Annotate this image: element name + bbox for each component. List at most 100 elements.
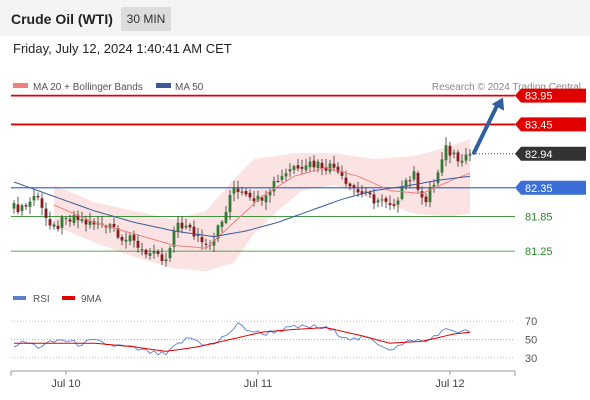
forecast-arrow-head	[491, 97, 505, 111]
level-label-82-94: 82.94	[525, 149, 553, 161]
candle	[440, 152, 444, 176]
candle	[56, 220, 60, 232]
candle	[376, 198, 380, 208]
candle	[140, 242, 144, 256]
candle	[404, 177, 408, 190]
candle	[424, 192, 428, 207]
candle	[136, 234, 140, 253]
candle	[188, 223, 192, 232]
candle	[300, 159, 304, 174]
candle	[36, 192, 40, 201]
candle	[448, 141, 452, 164]
candle	[68, 214, 72, 227]
candle	[224, 205, 228, 225]
candle	[124, 232, 128, 249]
level-label-81-25: 81.25	[525, 246, 553, 258]
legend-swatch-rsi-ma	[62, 296, 75, 300]
candle	[120, 234, 124, 246]
ma50-line	[13, 175, 471, 238]
candle	[76, 210, 80, 229]
candle	[28, 197, 32, 214]
candle	[116, 225, 120, 240]
candle	[216, 224, 220, 242]
candle	[416, 170, 420, 193]
candle	[200, 229, 204, 250]
legend-ma50-label: MA 50	[175, 82, 204, 93]
rsi-ma-line	[14, 327, 471, 352]
source-credit: Research © 2024 Trading Central	[432, 82, 581, 93]
candle	[112, 217, 116, 232]
candle	[312, 155, 316, 172]
candle	[436, 169, 440, 186]
candle	[168, 245, 172, 262]
candle	[340, 165, 344, 180]
level-tag-82-35	[515, 180, 586, 195]
candle	[180, 216, 184, 233]
candle	[444, 137, 448, 167]
rsi-tick-label-30: 30	[525, 353, 537, 365]
candle	[228, 190, 232, 220]
candle	[240, 186, 244, 196]
forecast-arrow-shaft	[472, 101, 500, 155]
candle	[324, 159, 328, 175]
candle	[468, 149, 472, 162]
candle	[248, 189, 252, 201]
rsi-tick-label-50: 50	[525, 335, 537, 347]
candle	[64, 216, 68, 225]
candle	[164, 252, 168, 267]
level-label-82-35: 82.35	[525, 183, 553, 195]
candle	[396, 197, 400, 213]
candle	[212, 232, 216, 252]
candle	[92, 218, 96, 230]
candle	[272, 176, 276, 196]
legend-swatch-ma20	[13, 83, 28, 88]
candle	[160, 247, 164, 265]
legend-swatch-rsi	[13, 296, 26, 300]
timeframe-badge[interactable]: 30 MIN	[121, 7, 171, 31]
chart-datetime: Friday, July 12, 2024 1:40:41 AM CET	[13, 41, 232, 56]
candle	[244, 188, 248, 197]
legend-ma20-label: MA 20 + Bollinger Bands	[33, 82, 143, 93]
candle	[420, 186, 424, 205]
candle	[384, 196, 388, 208]
candle	[380, 194, 384, 207]
candle	[52, 221, 56, 230]
candle	[40, 193, 44, 216]
candle	[156, 249, 160, 257]
legend-swatch-ma50	[156, 83, 171, 88]
candle	[348, 182, 352, 190]
candle	[328, 159, 332, 175]
rsi-line	[13, 322, 471, 356]
level-label-83-95: 83.95	[525, 91, 553, 103]
candle	[176, 216, 180, 238]
x-tick-label: Jul 11	[244, 378, 273, 390]
candle	[108, 223, 112, 233]
candle	[336, 162, 340, 175]
candle	[280, 169, 284, 183]
candle	[192, 220, 196, 240]
candle	[288, 163, 292, 177]
candle	[304, 158, 308, 174]
level-tag-83-95	[515, 88, 586, 103]
level-tag-82-94	[515, 146, 586, 161]
candle	[48, 211, 52, 230]
candle	[308, 156, 312, 172]
candle	[12, 200, 16, 214]
rsi-plot-layer: 70 50 30	[11, 316, 537, 365]
instrument-title: Crude Oil (WTI)	[11, 11, 113, 27]
candle	[452, 149, 456, 159]
candle	[408, 175, 412, 189]
x-tick-label: Jul 12	[435, 378, 464, 390]
level-tag-83-45	[515, 117, 586, 132]
candle	[196, 227, 200, 243]
candle	[20, 203, 24, 216]
level-label-81-85: 81.85	[525, 212, 553, 224]
candle	[44, 202, 48, 226]
candle	[464, 147, 468, 165]
candle	[352, 183, 356, 196]
legend-rsi-label: RSI	[33, 294, 50, 305]
candle	[60, 215, 64, 235]
candle	[360, 185, 364, 198]
candle	[296, 159, 300, 172]
candle	[320, 159, 324, 176]
